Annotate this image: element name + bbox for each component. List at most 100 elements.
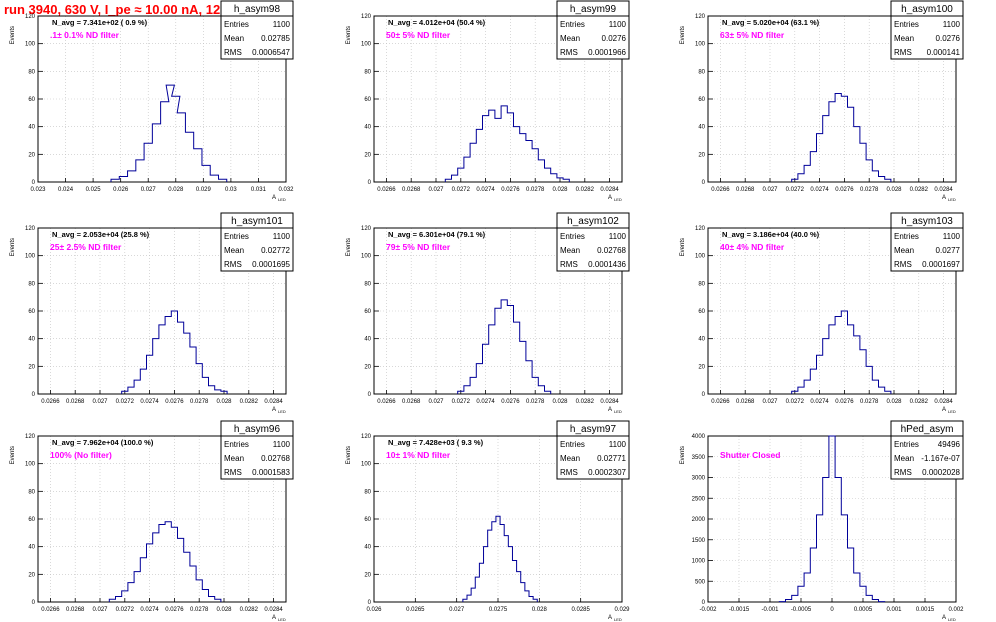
histogram-bin xyxy=(464,157,470,182)
x-tick-label: 0.027 xyxy=(762,187,778,193)
stats-label: Mean xyxy=(560,454,580,463)
hist-name: h_asym101 xyxy=(231,216,283,227)
histogram-line xyxy=(457,299,552,394)
x-tick-label: 0.028 xyxy=(216,607,232,613)
panel-h_asym96: 0.0266 0.0268 0.027 0.0272 0.0274 0.0276 0.027… xyxy=(10,420,294,622)
y-tick-label: 40 xyxy=(364,545,371,551)
filter-annotation: Shutter Closed xyxy=(720,450,780,460)
stats-value: 0.0002307 xyxy=(588,468,626,477)
stats-value: 1100 xyxy=(273,20,291,29)
hist-name: h_asym100 xyxy=(901,4,953,15)
histogram-bin xyxy=(159,525,165,602)
stats-label: Mean xyxy=(224,34,244,43)
histogram-bin xyxy=(185,132,193,182)
x-tick-label: 0.0282 xyxy=(576,187,595,193)
histogram-bin xyxy=(471,588,475,602)
x-tick-label: 0.03 xyxy=(225,187,237,193)
stats-value: -1.167e-07 xyxy=(921,454,960,463)
y-tick-label: 80 xyxy=(364,69,371,75)
y-tick-label: 20 xyxy=(364,152,371,158)
histogram-line xyxy=(791,310,892,394)
x-tick-label: 0.032 xyxy=(278,187,294,193)
x-tick-label: -0.0015 xyxy=(729,607,750,613)
x-tick-label: 0.0266 xyxy=(41,607,60,613)
x-axis-sub-label: LED xyxy=(278,409,286,414)
y-tick-label: 60 xyxy=(28,309,35,315)
x-tick-label: 0.027 xyxy=(141,187,157,193)
histogram-bin xyxy=(517,572,521,602)
histogram-bin xyxy=(817,515,823,602)
histogram-line xyxy=(108,521,222,602)
x-axis-label: A xyxy=(608,615,612,621)
y-tick-label: 120 xyxy=(695,226,706,232)
stats-value: 1100 xyxy=(609,20,627,29)
stats-label: Entries xyxy=(560,20,585,29)
x-axis-label: A xyxy=(272,615,276,621)
y-tick-label: 0 xyxy=(368,180,372,186)
histogram-bin xyxy=(507,113,513,182)
stats-value: 1100 xyxy=(273,440,291,449)
histogram-bin xyxy=(184,333,190,394)
n-avg-header: N_avg = 4.012e+04 (50.4 %) xyxy=(388,18,486,27)
filter-annotation: 25± 2.5% ND filter xyxy=(50,242,122,252)
run-title: run 3940, 630 V, I_pe ≈ 10.00 nA, 120 Hz xyxy=(4,2,247,17)
y-axis-label: Events xyxy=(10,26,16,44)
y-tick-label: 100 xyxy=(695,42,706,48)
y-tick-label: 40 xyxy=(28,337,35,343)
stats-value: 49496 xyxy=(938,440,961,449)
y-tick-label: 0 xyxy=(368,600,372,606)
histogram-line xyxy=(121,310,228,394)
stats-value: 0.02771 xyxy=(597,454,626,463)
hist-name: h_asym99 xyxy=(570,4,617,15)
histogram-bin xyxy=(872,380,878,394)
y-tick-label: 120 xyxy=(25,434,36,440)
x-tick-label: 0.0284 xyxy=(264,399,283,405)
panel-h_asym103: 0.0266 0.0268 0.027 0.0272 0.0274 0.0276 0.027… xyxy=(680,212,964,414)
histogram-bin xyxy=(866,595,872,602)
stats-box xyxy=(890,212,964,272)
y-tick-label: 80 xyxy=(28,281,35,287)
histogram-bin xyxy=(140,558,146,602)
y-tick-label: 1000 xyxy=(692,559,706,565)
stats-label: RMS xyxy=(894,260,912,269)
y-tick-label: 60 xyxy=(698,97,705,103)
histogram-bin xyxy=(467,595,471,602)
y-tick-label: 40 xyxy=(364,125,371,131)
histogram-bin xyxy=(532,149,538,182)
histogram-bin xyxy=(492,522,496,602)
hist-name: h_asym96 xyxy=(234,424,281,435)
histogram-bin xyxy=(501,106,507,182)
x-tick-label: 0.0282 xyxy=(240,399,259,405)
histogram-bin xyxy=(152,124,160,182)
x-axis-label: A xyxy=(608,195,612,201)
histogram-bin xyxy=(161,102,169,182)
x-tick-label: 0.0282 xyxy=(576,399,595,405)
stats-label: RMS xyxy=(560,48,578,57)
x-axis-label: A xyxy=(272,195,276,201)
histogram-bin xyxy=(488,530,492,602)
x-tick-label: 0.002 xyxy=(948,607,964,613)
stats-label: Entries xyxy=(224,440,249,449)
histogram-bin xyxy=(128,387,134,394)
stats-label: Mean xyxy=(560,246,580,255)
panel-h_asym102: 0.0266 0.0268 0.027 0.0272 0.0274 0.0276 0.027… xyxy=(346,212,630,414)
y-tick-label: 2000 xyxy=(692,517,706,523)
y-axis-label: Events xyxy=(346,446,352,464)
stats-label: Mean xyxy=(894,246,914,255)
y-tick-label: 20 xyxy=(28,364,35,370)
stats-value: 0.02772 xyxy=(261,246,290,255)
x-tick-label: 0.0282 xyxy=(910,399,929,405)
stats-value: 0.0277 xyxy=(936,246,961,255)
y-tick-label: 80 xyxy=(364,489,371,495)
x-axis-sub-label: LED xyxy=(278,197,286,202)
panel-h_asym97: 0.026 0.0265 0.027 0.0275 0.028 0.0285 0.029 0 2… xyxy=(346,420,630,622)
histogram-bin xyxy=(194,149,202,182)
x-tick-label: 0.0278 xyxy=(860,399,879,405)
y-tick-label: 120 xyxy=(361,434,372,440)
stats-label: Entries xyxy=(894,232,919,241)
stats-value: 0.0006547 xyxy=(252,48,290,57)
x-axis-label: A xyxy=(942,407,946,413)
y-axis-label: Events xyxy=(346,238,352,256)
x-tick-label: 0.0278 xyxy=(190,399,209,405)
x-tick-label: 0.0272 xyxy=(452,399,471,405)
